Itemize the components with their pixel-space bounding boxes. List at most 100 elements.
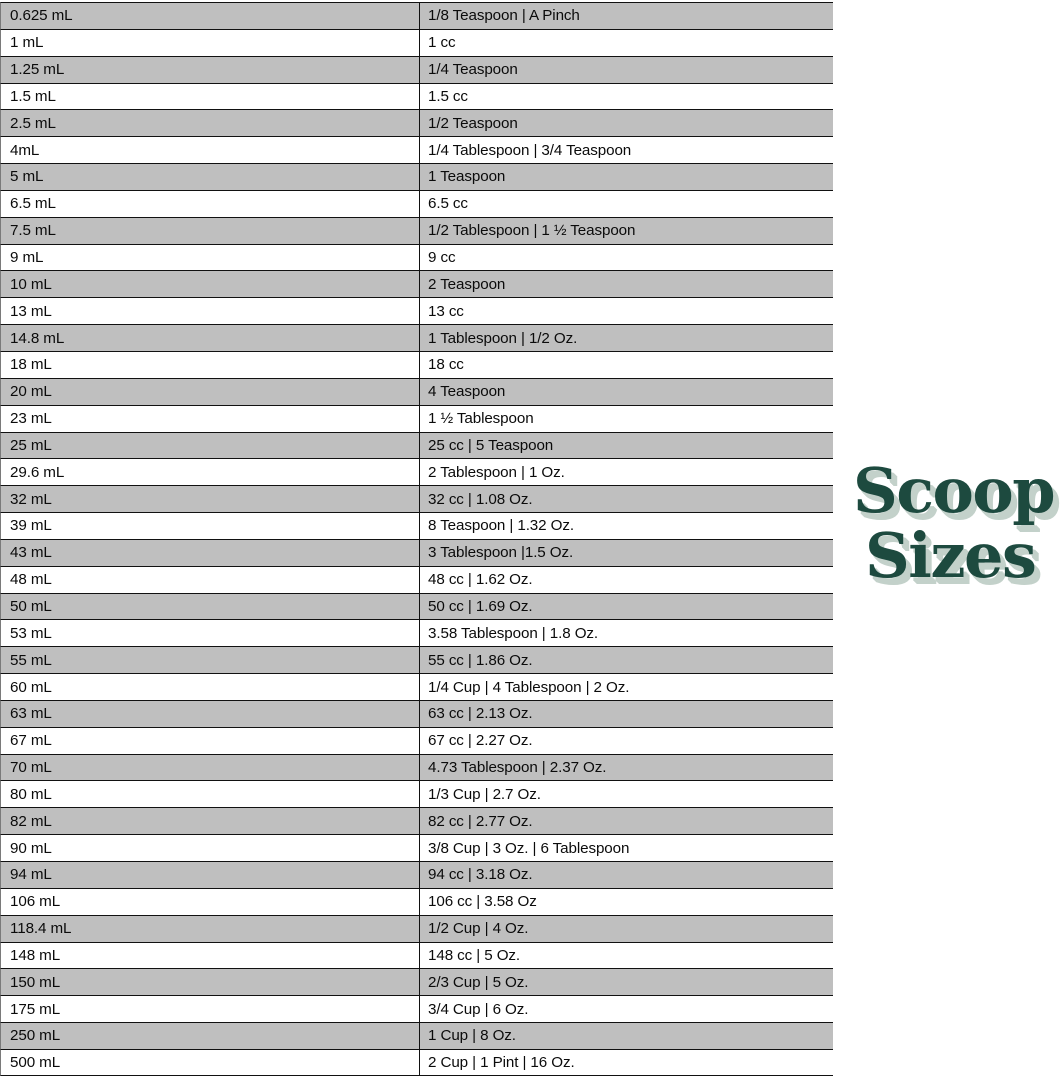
cell-volume: 70 mL	[10, 759, 52, 777]
cell-equivalents: 3.58 Tablespoon | 1.8 Oz.	[419, 620, 833, 647]
cell-volume: 32 mL	[10, 490, 52, 508]
table-row: 4mL 1/4 Tablespoon | 3/4 Teaspoon	[0, 136, 833, 164]
table-row: 10 mL 2 Teaspoon	[0, 270, 833, 298]
table-row: 39 mL 8 Teaspoon | 1.32 Oz.	[0, 512, 833, 539]
cell-volume: 7.5 mL	[10, 222, 56, 240]
table-row: 14.8 mL 1 Tablespoon | 1/2 Oz.	[0, 324, 833, 351]
cell-volume: 43 mL	[10, 544, 52, 562]
cell-equivalents: 2 Teaspoon	[419, 271, 833, 298]
cell-volume: 9 mL	[10, 249, 44, 267]
cell-volume: 5 mL	[10, 168, 44, 186]
table-row: 250 mL 1 Cup | 8 Oz.	[0, 1022, 833, 1049]
cell-volume: 50 mL	[10, 597, 52, 615]
cell-equivalents: 13 cc	[419, 298, 833, 325]
table-row: 0.625 mL 1/8 Teaspoon | A Pinch	[0, 2, 833, 29]
logo-line-sizes: Sizes	[865, 519, 1037, 593]
cell-volume: 82 mL	[10, 812, 52, 830]
table-row: 60 mL 1/4 Cup | 4 Tablespoon | 2 Oz.	[0, 673, 833, 700]
cell-volume: 60 mL	[10, 678, 52, 696]
cell-equivalents: 1/2 Tablespoon | 1 ½ Teaspoon	[419, 217, 833, 244]
table-row: 25 mL 25 cc | 5 Teaspoon	[0, 431, 833, 459]
cell-equivalents: 1 Teaspoon	[419, 164, 833, 190]
table-row: 106 mL 106 cc | 3.58 Oz	[0, 887, 833, 915]
table-row: 5 mL 1 Teaspoon	[0, 163, 833, 190]
table-row: 50 mL 50 cc | 1.69 Oz.	[0, 592, 833, 620]
table-row: 43 mL 3 Tablespoon |1.5 Oz.	[0, 538, 833, 566]
cell-equivalents: 1/4 Cup | 4 Tablespoon | 2 Oz.	[419, 674, 833, 700]
cell-equivalents: 106 cc | 3.58 Oz	[419, 888, 833, 915]
cell-volume: 150 mL	[10, 973, 61, 991]
cell-volume: 63 mL	[10, 705, 52, 723]
scoop-sizes-logo: Scoop Sizes	[845, 459, 1063, 612]
cell-equivalents: 1/4 Tablespoon | 3/4 Teaspoon	[419, 137, 833, 164]
cell-equivalents: 63 cc | 2.13 Oz.	[419, 700, 833, 727]
table-row: 67 mL 67 cc | 2.27 Oz.	[0, 726, 833, 754]
cell-volume: 1.5 mL	[10, 87, 56, 105]
cell-equivalents: 8 Teaspoon | 1.32 Oz.	[419, 513, 833, 539]
cell-volume: 10 mL	[10, 275, 52, 293]
cell-equivalents: 3/8 Cup | 3 Oz. | 6 Tablespoon	[419, 835, 833, 861]
cell-volume: 118.4 mL	[10, 920, 72, 938]
cell-equivalents: 48 cc | 1.62 Oz.	[419, 566, 833, 593]
cell-equivalents: 1/3 Cup | 2.7 Oz.	[419, 781, 833, 808]
cell-equivalents: 1 Cup | 8 Oz.	[419, 1023, 833, 1049]
cell-equivalents: 2 Cup | 1 Pint | 16 Oz.	[419, 1049, 833, 1075]
table-row: 18 mL 18 cc	[0, 350, 833, 378]
table-row: 148 mL 148 cc | 5 Oz.	[0, 941, 833, 969]
cell-volume: 25 mL	[10, 436, 52, 454]
cell-volume: 13 mL	[10, 302, 52, 320]
cell-volume: 175 mL	[10, 1000, 61, 1018]
cell-volume: 20 mL	[10, 383, 52, 401]
cell-volume: 94 mL	[10, 866, 52, 884]
table-row: 118.4 mL 1/2 Cup | 4 Oz.	[0, 914, 833, 942]
cell-equivalents: 4 Teaspoon	[419, 378, 833, 405]
table-row: 1 mL 1 cc	[0, 28, 833, 56]
table-row: 20 mL 4 Teaspoon	[0, 377, 833, 405]
table-row: 2.5 mL 1/2 Teaspoon	[0, 109, 833, 137]
table-row: 175 mL 3/4 Cup | 6 Oz.	[0, 995, 833, 1023]
cell-equivalents: 67 cc | 2.27 Oz.	[419, 727, 833, 754]
table-row: 80 mL 1/3 Cup | 2.7 Oz.	[0, 780, 833, 808]
table-row: 48 mL 48 cc | 1.62 Oz.	[0, 565, 833, 593]
cell-equivalents: 1/2 Teaspoon	[419, 110, 833, 137]
table-row: 53 mL 3.58 Tablespoon | 1.8 Oz.	[0, 619, 833, 647]
cell-volume: 23 mL	[10, 410, 52, 428]
cell-equivalents: 25 cc | 5 Teaspoon	[419, 432, 833, 459]
cell-equivalents: 6.5 cc	[419, 190, 833, 217]
cell-equivalents: 1 ½ Tablespoon	[419, 405, 833, 432]
table-row: 82 mL 82 cc | 2.77 Oz.	[0, 807, 833, 835]
cell-volume: 55 mL	[10, 651, 52, 669]
cell-volume: 39 mL	[10, 517, 52, 535]
table-row: 94 mL 94 cc | 3.18 Oz.	[0, 861, 833, 888]
cell-volume: 106 mL	[10, 893, 61, 911]
table-row: 150 mL 2/3 Cup | 5 Oz.	[0, 968, 833, 996]
cell-equivalents: 82 cc | 2.77 Oz.	[419, 808, 833, 835]
cell-volume: 48 mL	[10, 571, 52, 589]
table-row: 9 mL 9 cc	[0, 243, 833, 271]
cell-equivalents: 3/4 Cup | 6 Oz.	[419, 996, 833, 1023]
cell-volume: 90 mL	[10, 839, 52, 857]
cell-volume: 6.5 mL	[10, 195, 56, 213]
scoop-size-conversion-table: 0.625 mL 1/8 Teaspoon | A Pinch 1 mL 1 cc 1.…	[0, 2, 833, 1076]
cell-equivalents: 55 cc | 1.86 Oz.	[419, 647, 833, 674]
cell-equivalents: 18 cc	[419, 351, 833, 378]
table-row: 500 mL 2 Cup | 1 Pint | 16 Oz.	[0, 1048, 833, 1076]
cell-volume: 2.5 mL	[10, 114, 56, 132]
cell-equivalents: 1/2 Cup | 4 Oz.	[419, 915, 833, 942]
cell-equivalents: 1 Tablespoon | 1/2 Oz.	[419, 325, 833, 351]
cell-equivalents: 94 cc | 3.18 Oz.	[419, 862, 833, 888]
table-row: 63 mL 63 cc | 2.13 Oz.	[0, 699, 833, 727]
cell-equivalents: 50 cc | 1.69 Oz.	[419, 593, 833, 620]
table-row: 7.5 mL 1/2 Tablespoon | 1 ½ Teaspoon	[0, 216, 833, 244]
cell-equivalents: 1/8 Teaspoon | A Pinch	[419, 3, 833, 29]
cell-equivalents: 1/4 Teaspoon	[419, 56, 833, 83]
cell-equivalents: 148 cc | 5 Oz.	[419, 942, 833, 969]
cell-volume: 250 mL	[10, 1027, 61, 1045]
cell-volume: 29.6 mL	[10, 463, 65, 481]
cell-volume: 67 mL	[10, 732, 52, 750]
cell-equivalents: 9 cc	[419, 244, 833, 271]
cell-volume: 148 mL	[10, 946, 61, 964]
cell-equivalents: 1.5 cc	[419, 83, 833, 110]
cell-equivalents: 2 Tablespoon | 1 Oz.	[419, 459, 833, 486]
